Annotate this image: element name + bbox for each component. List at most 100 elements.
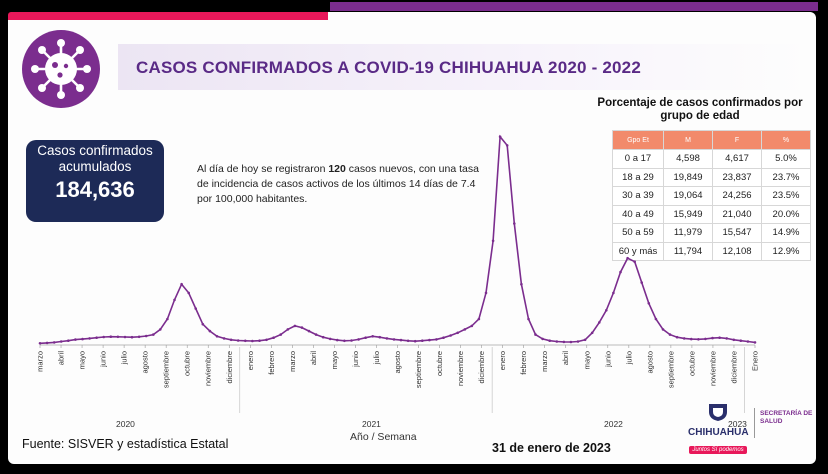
data-point [180,282,183,286]
data-point [746,340,750,343]
data-point [654,317,658,321]
cases-series-line [39,134,756,345]
data-point [265,338,268,342]
x-tick-label: marzo [540,351,549,372]
x-tick-label: octubre [435,351,444,376]
data-point [541,337,544,341]
data-point [364,336,367,339]
data-point [753,341,757,344]
age-table-title: Porcentaje de casos confirmados por grup… [597,97,803,122]
shield-icon [709,404,727,421]
x-tick-label: noviembre [456,351,465,386]
data-point [498,135,502,138]
x-tick-label: abril [561,351,570,366]
x-tick-label: febrero [519,351,528,375]
x-tick-label: noviembre [708,351,717,386]
x-tick-label: octubre [183,351,192,376]
data-point [350,339,353,342]
data-point [222,337,226,340]
age-header-f: F [712,130,762,150]
x-tick-label: septiembre [414,351,423,388]
data-point [612,291,615,295]
age-cell: 60 y más [612,241,664,261]
data-point [74,338,77,341]
x-tick-label: junio [99,351,108,368]
data-point [640,281,643,284]
age-cell: 12,108 [712,241,762,261]
year-label-2023: 2023 [728,419,747,429]
chihuahua-logo: CHIHUAHUA Juntos Sí podemos [688,402,749,456]
x-tick-label: enero [246,351,255,370]
data-point [718,336,721,339]
age-cell: 50 a 59 [612,223,664,243]
age-cell: 23.5% [761,186,811,206]
data-point [711,336,714,340]
x-tick-label: octubre [687,351,696,376]
data-point [137,335,141,339]
age-cell: 4,598 [663,149,713,169]
data-point [307,329,311,333]
x-tick-label: agosto [141,351,150,374]
x-tick-label: diciembre [225,351,234,384]
x-tick-label: febrero [267,351,276,375]
data-point [229,338,233,342]
data-point [95,336,98,339]
data-point [166,317,169,321]
data-point [123,335,127,339]
data-point [513,222,516,225]
title-band [118,44,808,90]
data-point [300,326,304,329]
state-slogan: Juntos Sí podemos [689,446,747,454]
data-point [173,298,176,302]
x-tick-label: junio [351,351,360,368]
data-point [626,256,629,260]
age-cell: 21,040 [712,204,762,224]
data-point [208,329,212,333]
daily-note: Al día de hoy se registraron 120 casos n… [197,162,487,207]
x-axis-title: Año / Semana [350,431,417,443]
data-point [385,337,389,340]
data-point [244,339,247,343]
x-tick-label: diciembre [730,351,739,384]
data-point [484,291,488,295]
data-point [321,335,325,339]
data-point [286,328,290,331]
x-tick-label: septiembre [162,351,171,388]
data-point [406,339,410,343]
x-tick-label: julio [372,351,381,365]
age-cell: 20.0% [761,204,811,224]
note-part1: Al día de hoy se registraron [197,163,329,175]
x-tick-label: Enero [751,351,760,371]
data-point [675,335,679,339]
data-point [45,341,49,345]
data-point [371,335,375,338]
data-point [279,333,283,336]
table-row: 40 a 49 15,949 21,040 20.0% [612,204,811,224]
data-point [619,270,622,274]
data-point [272,336,275,339]
data-point [88,337,91,340]
data-point [130,335,134,339]
secretaria-label: SECRETARÍA DE SALUD [760,410,813,425]
x-tick-label: marzo [288,351,297,372]
data-point [456,331,460,335]
age-header-m: M [663,130,713,150]
data-point [697,338,700,341]
data-point [505,144,509,147]
data-point [555,340,559,343]
cumulative-cases-card: Casos confirmados acumulados 184,636 [26,140,164,222]
data-point [428,338,431,342]
age-cell: 5.0% [761,149,811,169]
data-point [739,339,743,342]
accent-bar-pink [8,12,328,20]
data-point [38,342,42,345]
age-cell: 19,064 [663,186,713,206]
table-row: 18 a 29 19,849 23,837 23.7% [612,167,811,187]
age-cell: 11,794 [663,241,713,261]
x-tick-label: mayo [78,351,87,369]
data-point [569,340,573,344]
x-tick-label: mayo [582,351,591,369]
age-cell: 23.7% [761,167,811,187]
data-point [293,324,297,328]
